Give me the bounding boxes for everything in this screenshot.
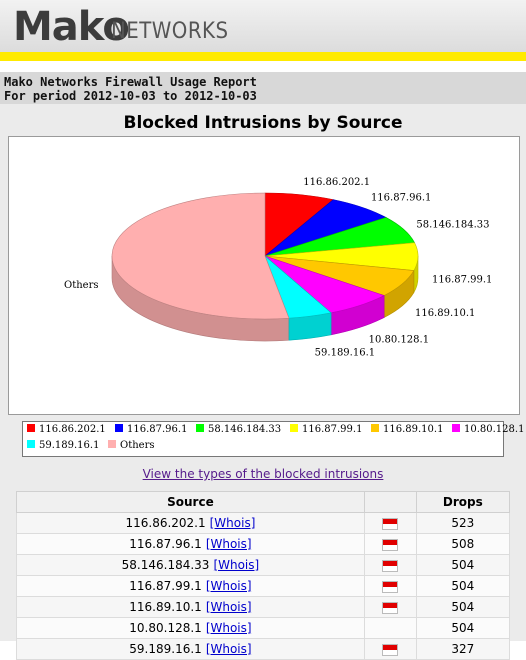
brand-sub: NETWORKS — [111, 19, 229, 44]
brand-logo: Mako — [13, 4, 130, 50]
header: Mako NETWORKS — [0, 0, 526, 52]
source-header[interactable]: Source — [16, 491, 365, 513]
legend-label: 116.87.99.1 — [302, 424, 363, 435]
legend-swatch — [196, 424, 204, 432]
slice-label-1: 116.87.96.1 — [371, 192, 431, 203]
legend-swatch — [27, 424, 35, 432]
legend-swatch — [27, 440, 35, 448]
country-flag-icon — [382, 538, 399, 551]
country-flag-icon — [382, 643, 399, 656]
legend-label: 58.146.184.33 — [208, 424, 282, 435]
table-row: 116.86.202.1 [Whois] 523 — [16, 512, 511, 534]
drops-cell: 504 — [415, 617, 511, 639]
table-row: 10.80.128.1 [Whois] 504 — [16, 617, 511, 639]
legend-swatch — [115, 424, 123, 432]
flag-cell — [363, 533, 417, 555]
country-flag-icon — [382, 559, 399, 572]
chart-legend: 116.86.202.1 116.87.96.1 58.146.184.33 116.… — [22, 421, 524, 457]
legend-label: 116.87.96.1 — [127, 424, 188, 435]
flag-header — [363, 491, 417, 513]
slice-label-2: 58.146.184.33 — [416, 219, 489, 230]
table-header-row: Source Drops — [16, 491, 511, 513]
legend-item: 10.80.128.1 — [452, 424, 524, 435]
country-flag-icon — [382, 601, 399, 614]
legend-item: 116.87.96.1 — [115, 424, 187, 435]
whois-link[interactable]: [Whois] — [213, 558, 260, 572]
legend-item: 58.146.184.33 — [196, 424, 281, 435]
legend-label: 10.80.128.1 — [464, 424, 525, 435]
source-cell: 59.189.16.1 [Whois] — [16, 638, 365, 660]
table-row: 116.87.96.1 [Whois] 508 — [16, 533, 511, 555]
flag-cell — [363, 512, 417, 534]
drops-cell: 504 — [415, 596, 511, 618]
whois-link[interactable]: [Whois] — [205, 642, 252, 656]
slice-label-4: 116.89.10.1 — [415, 308, 475, 319]
flag-cell — [363, 554, 417, 576]
legend-label: 59.189.16.1 — [39, 440, 100, 451]
legend-swatch — [371, 424, 379, 432]
country-flag-icon — [382, 517, 399, 530]
drops-cell: 508 — [415, 533, 511, 555]
source-cell: 116.86.202.1 [Whois] — [16, 512, 365, 534]
brand-bar — [0, 52, 526, 61]
drops-cell: 327 — [415, 638, 511, 660]
legend-item: 116.87.99.1 — [290, 424, 362, 435]
source-cell: 116.87.99.1 [Whois] — [16, 575, 365, 597]
legend-swatch — [290, 424, 298, 432]
source-ip: 116.89.10.1 — [129, 600, 202, 614]
report-title: Mako Networks Firewall Usage Report — [4, 75, 257, 89]
drops-cell: 523 — [415, 512, 511, 534]
source-ip: 10.80.128.1 — [129, 621, 202, 635]
table-row: 116.89.10.1 [Whois] 504 — [16, 596, 511, 618]
source-cell: 10.80.128.1 [Whois] — [16, 617, 365, 639]
drops-header[interactable]: Drops — [415, 491, 511, 513]
slice-label-5: 10.80.128.1 — [369, 334, 429, 345]
pie-chart: 116.86.202.1 116.87.96.1 58.146.184.33 116.… — [8, 136, 520, 415]
slice-label-0: 116.86.202.1 — [303, 177, 370, 188]
sources-table: Source Drops 116.86.202.1 [Whois] 523 116.8… — [16, 491, 511, 660]
flag-cell — [363, 638, 417, 660]
drops-cell: 504 — [415, 554, 511, 576]
whois-link[interactable]: [Whois] — [205, 537, 252, 551]
pie-slice-7 — [111, 192, 290, 320]
table-row: 59.189.16.1 [Whois] 327 — [16, 638, 511, 660]
legend-item: Others — [108, 440, 155, 451]
source-cell: 58.146.184.33 [Whois] — [16, 554, 365, 576]
source-cell: 116.89.10.1 [Whois] — [16, 596, 365, 618]
whois-link[interactable]: [Whois] — [205, 600, 252, 614]
source-ip: 116.87.99.1 — [129, 579, 202, 593]
legend-label: 116.86.202.1 — [39, 424, 106, 435]
flag-cell — [363, 617, 417, 639]
table-row: 58.146.184.33 [Whois] 504 — [16, 554, 511, 576]
legend-label: 116.89.10.1 — [383, 424, 444, 435]
chart-title: Blocked Intrusions by Source — [123, 113, 403, 133]
legend-item: 116.89.10.1 — [371, 424, 443, 435]
pie-top — [111, 192, 419, 320]
country-flag-icon — [382, 580, 399, 593]
source-ip: 58.146.184.33 — [121, 558, 210, 572]
whois-link[interactable]: [Whois] — [205, 579, 252, 593]
source-ip: 116.87.96.1 — [129, 537, 202, 551]
source-ip: 59.189.16.1 — [129, 642, 202, 656]
table-row: 116.87.99.1 [Whois] 504 — [16, 575, 511, 597]
slice-label-6: 59.189.16.1 — [315, 348, 375, 359]
slice-label-3: 116.87.99.1 — [432, 275, 492, 286]
flag-cell — [363, 596, 417, 618]
drops-cell: 504 — [415, 575, 511, 597]
legend-item: 59.189.16.1 — [27, 440, 99, 451]
slice-label-7: Others — [64, 280, 99, 291]
flag-cell — [363, 575, 417, 597]
legend-swatch — [108, 440, 116, 448]
report-period: For period 2012-10-03 to 2012-10-03 — [4, 89, 257, 103]
whois-link[interactable]: [Whois] — [209, 516, 256, 530]
legend-swatch — [452, 424, 460, 432]
blocked-intrusions-link[interactable]: View the types of the blocked intrusions — [142, 467, 384, 481]
legend-item: 116.86.202.1 — [27, 424, 106, 435]
report-heading: Mako Networks Firewall Usage Report For … — [0, 72, 526, 104]
legend-label: Others — [120, 440, 155, 451]
source-ip: 116.86.202.1 — [125, 516, 206, 530]
whois-link[interactable]: [Whois] — [205, 621, 252, 635]
source-cell: 116.87.96.1 [Whois] — [16, 533, 365, 555]
